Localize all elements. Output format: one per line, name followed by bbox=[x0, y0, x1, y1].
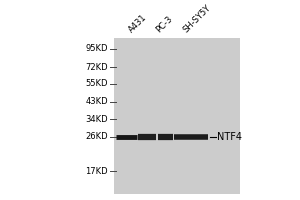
Text: 34KD: 34KD bbox=[85, 115, 108, 124]
Text: PC-3: PC-3 bbox=[154, 15, 174, 35]
Text: 95KD: 95KD bbox=[85, 44, 108, 53]
Text: SH-SY5Y: SH-SY5Y bbox=[181, 3, 212, 35]
Text: NTF4: NTF4 bbox=[218, 132, 242, 142]
Text: 72KD: 72KD bbox=[85, 63, 108, 72]
Text: 17KD: 17KD bbox=[85, 167, 108, 176]
Text: 43KD: 43KD bbox=[85, 97, 108, 106]
Bar bbox=[114, 38, 240, 194]
Text: A431: A431 bbox=[127, 13, 149, 35]
Text: 26KD: 26KD bbox=[85, 132, 108, 141]
Text: 55KD: 55KD bbox=[85, 79, 108, 88]
